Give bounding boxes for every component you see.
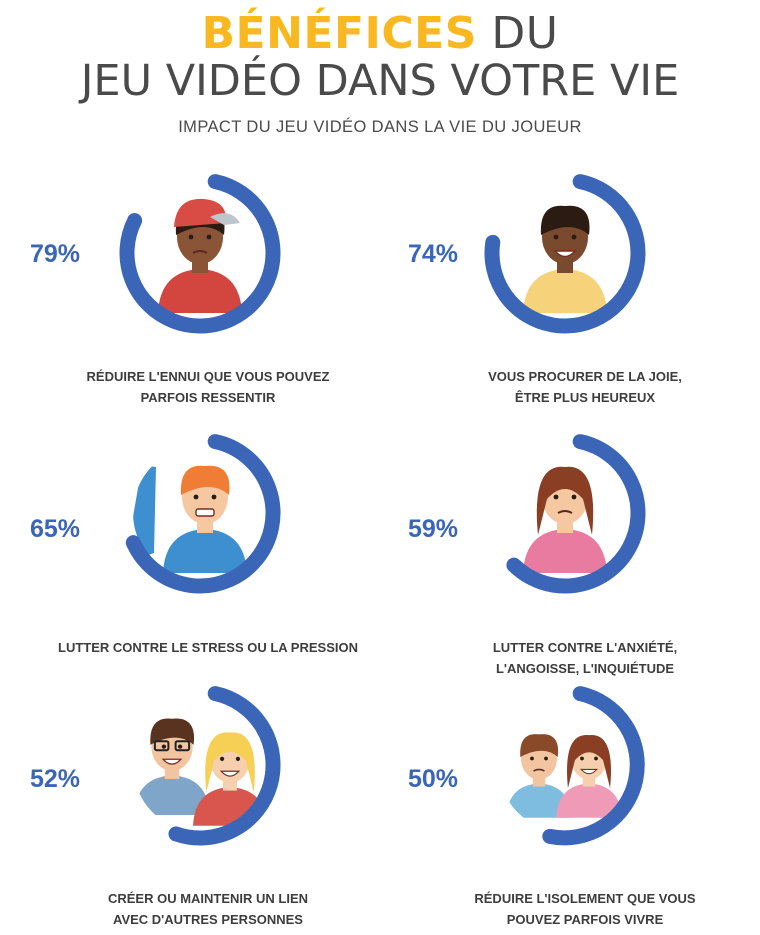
caption-line: POUVEZ PARFOIS VIVRE (506, 912, 664, 927)
percentage-label: 50% (408, 765, 459, 793)
percentage-label: 59% (408, 515, 459, 543)
progress-arc (119, 174, 281, 334)
smiling-man-icon (523, 205, 607, 313)
caption-line: L'ANGOISSE, L'INQUIÉTUDE (495, 661, 675, 676)
progress-arc (506, 434, 646, 594)
caption-line: ÊTRE PLUS HEUREUX (514, 390, 656, 405)
percentage-label: 65% (30, 515, 81, 543)
progress-arc (484, 174, 646, 334)
couple-friends-icon (134, 718, 267, 826)
benefit-caption: LUTTER CONTRE LE STRESS OU LA PRESSION (38, 637, 378, 658)
caption-line: PARFOIS RESSENTIR (140, 390, 276, 405)
benefit-caption: RÉDUIRE L'ISOLEMENT QUE VOUS POUVEZ PARFO… (415, 888, 755, 930)
stressed-man-icon (133, 465, 247, 573)
progress-arc (542, 686, 645, 846)
caption-line: LUTTER CONTRE L'ANXIÉTÉ, (492, 640, 678, 655)
subtitle: IMPACT DU JEU VIDÉO DANS LA VIE DU JOUEU… (178, 118, 582, 136)
caption-line: AVEC D'AUTRES PERSONNES (113, 912, 303, 927)
caption-line: CRÉER OU MAINTENIR UN LIEN (107, 891, 309, 906)
title-rest: DU (476, 8, 559, 59)
percentage-label: 74% (408, 240, 459, 268)
title-line-2: JEU VIDÉO DANS VOTRE VIE (80, 56, 680, 106)
progress-arc (168, 686, 281, 846)
worried-woman-icon (523, 466, 607, 573)
progress-arc (125, 434, 281, 594)
caption-line: RÉDUIRE L'ENNUI QUE VOUS POUVEZ (86, 369, 330, 384)
caption-line: VOUS PROCURER DE LA JOIE, (488, 369, 682, 384)
benefit-caption: LUTTER CONTRE L'ANXIÉTÉ, L'ANGOISSE, L'IN… (415, 637, 755, 679)
percentage-label: 79% (30, 240, 81, 268)
boy-thinking-cap-icon (158, 198, 242, 313)
benefit-caption: VOUS PROCURER DE LA JOIE, ÊTRE PLUS HEURE… (415, 366, 755, 408)
percentage-label: 52% (30, 765, 81, 793)
title-accent: BÉNÉFICES (201, 8, 477, 59)
benefit-caption: RÉDUIRE L'ENNUI QUE VOUS POUVEZ PARFOIS R… (38, 366, 378, 408)
caption-line: LUTTER CONTRE LE STRESS OU LA PRESSION (58, 640, 358, 655)
two-children-icon (506, 734, 622, 818)
title-line-1: BÉNÉFICES DU (0, 8, 760, 60)
benefit-caption: CRÉER OU MAINTENIR UN LIEN AVEC D'AUTRES … (38, 888, 378, 930)
caption-line: RÉDUIRE L'ISOLEMENT QUE VOUS (474, 891, 696, 906)
